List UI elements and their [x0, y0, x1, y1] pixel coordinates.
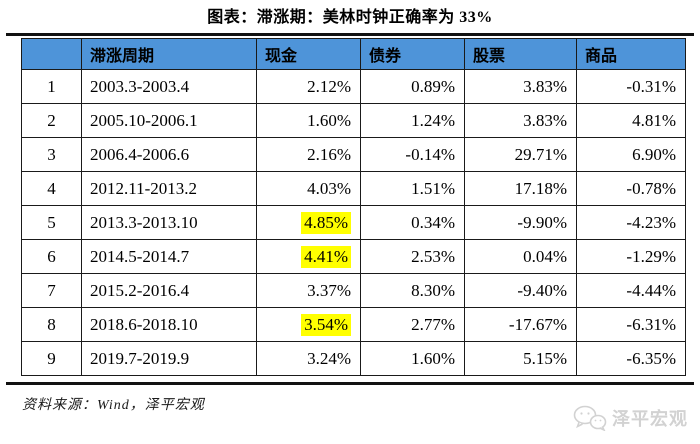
table-row: 5 2013.3-2013.10 4.85% 0.34% -9.90% -4.2…	[21, 205, 686, 240]
header-cash: 现金	[256, 38, 361, 70]
cash-cell: 4.41%	[256, 239, 361, 274]
stock-cell: 5.15%	[464, 341, 577, 376]
bond-cell: 1.51%	[360, 171, 465, 206]
bottom-divider	[6, 382, 694, 385]
table-body: 1 2003.3-2003.4 2.12% 0.89% 3.83% -0.31%…	[21, 69, 686, 376]
stock-cell: -9.40%	[464, 273, 577, 308]
header-row: 滞涨周期 现金 债券 股票 商品	[21, 38, 686, 70]
cash-cell: 1.60%	[256, 103, 361, 138]
row-number: 9	[21, 341, 82, 376]
bond-cell: 0.89%	[360, 69, 465, 104]
stock-cell: 0.04%	[464, 239, 577, 274]
figure-title: 图表：滞涨期：美林时钟正确率为 33%	[207, 9, 493, 26]
table-row: 8 2018.6-2018.10 3.54% 2.77% -17.67% -6.…	[21, 307, 686, 342]
commodity-cell: -4.44%	[576, 273, 686, 308]
bond-cell: 1.60%	[360, 341, 465, 376]
commodity-cell: -4.23%	[576, 205, 686, 240]
merrill-clock-table: 滞涨周期 现金 债券 股票 商品 1 2003.3-2003.4 2.12% 0…	[21, 38, 686, 376]
period-cell: 2005.10-2006.1	[81, 103, 257, 138]
period-cell: 2003.3-2003.4	[81, 69, 257, 104]
commodity-cell: 6.90%	[576, 137, 686, 172]
stock-cell: 3.83%	[464, 103, 577, 138]
table-row: 6 2014.5-2014.7 4.41% 2.53% 0.04% -1.29%	[21, 239, 686, 274]
cash-cell: 3.37%	[256, 273, 361, 308]
cash-cell: 2.12%	[256, 69, 361, 104]
cash-cell: 4.03%	[256, 171, 361, 206]
cash-cell: 3.24%	[256, 341, 361, 376]
cash-cell: 4.85%	[256, 205, 361, 240]
cash-value: 4.03%	[307, 178, 351, 198]
cash-cell: 2.16%	[256, 137, 361, 172]
stock-cell: 3.83%	[464, 69, 577, 104]
stock-cell: 29.71%	[464, 137, 577, 172]
cash-value: 3.37%	[307, 280, 351, 300]
stock-cell: 17.18%	[464, 171, 577, 206]
period-cell: 2019.7-2019.9	[81, 341, 257, 376]
header-commodity: 商品	[576, 38, 686, 70]
row-number: 5	[21, 205, 82, 240]
commodity-cell: -6.35%	[576, 341, 686, 376]
period-cell: 2014.5-2014.7	[81, 239, 257, 274]
cash-cell: 3.54%	[256, 307, 361, 342]
table-row: 9 2019.7-2019.9 3.24% 1.60% 5.15% -6.35%	[21, 341, 686, 376]
table-row: 4 2012.11-2013.2 4.03% 1.51% 17.18% -0.7…	[21, 171, 686, 206]
commodity-cell: 4.81%	[576, 103, 686, 138]
wechat-icon	[573, 405, 607, 431]
commodity-cell: -6.31%	[576, 307, 686, 342]
cash-value-highlighted: 3.54%	[301, 313, 351, 336]
header-period: 滞涨周期	[81, 38, 257, 70]
bond-cell: 2.77%	[360, 307, 465, 342]
table-row: 2 2005.10-2006.1 1.60% 1.24% 3.83% 4.81%	[21, 103, 686, 138]
cash-value-highlighted: 4.85%	[301, 211, 351, 234]
row-number: 6	[21, 239, 82, 274]
bond-cell: 1.24%	[360, 103, 465, 138]
row-number: 8	[21, 307, 82, 342]
header-stock: 股票	[464, 38, 577, 70]
cash-value: 1.60%	[307, 110, 351, 130]
table-row: 1 2003.3-2003.4 2.12% 0.89% 3.83% -0.31%	[21, 69, 686, 104]
bond-cell: 2.53%	[360, 239, 465, 274]
bond-cell: -0.14%	[360, 137, 465, 172]
period-cell: 2006.4-2006.6	[81, 137, 257, 172]
header-bond: 债券	[360, 38, 465, 70]
cash-value: 2.16%	[307, 144, 351, 164]
row-number: 7	[21, 273, 82, 308]
period-cell: 2018.6-2018.10	[81, 307, 257, 342]
commodity-cell: -0.78%	[576, 171, 686, 206]
header-index	[21, 38, 82, 70]
period-cell: 2013.3-2013.10	[81, 205, 257, 240]
cash-value: 2.12%	[307, 76, 351, 96]
bond-cell: 0.34%	[360, 205, 465, 240]
stock-cell: -17.67%	[464, 307, 577, 342]
table-row: 3 2006.4-2006.6 2.16% -0.14% 29.71% 6.90…	[21, 137, 686, 172]
table-row: 7 2015.2-2016.4 3.37% 8.30% -9.40% -4.44…	[21, 273, 686, 308]
cash-value-highlighted: 4.41%	[301, 245, 351, 268]
watermark-label: 泽平宏观	[612, 409, 688, 429]
bond-cell: 8.30%	[360, 273, 465, 308]
row-number: 1	[21, 69, 82, 104]
row-number: 2	[21, 103, 82, 138]
row-number: 3	[21, 137, 82, 172]
stock-cell: -9.90%	[464, 205, 577, 240]
table-header: 滞涨周期 现金 债券 股票 商品	[21, 38, 686, 70]
commodity-cell: -1.29%	[576, 239, 686, 274]
period-cell: 2012.11-2013.2	[81, 171, 257, 206]
cash-value: 3.24%	[307, 348, 351, 368]
period-cell: 2015.2-2016.4	[81, 273, 257, 308]
brand-watermark: 泽平宏观	[573, 405, 688, 431]
top-divider	[6, 33, 694, 36]
commodity-cell: -0.31%	[576, 69, 686, 104]
row-number: 4	[21, 171, 82, 206]
source-note: 资料来源：Wind，泽平宏观	[22, 398, 205, 413]
